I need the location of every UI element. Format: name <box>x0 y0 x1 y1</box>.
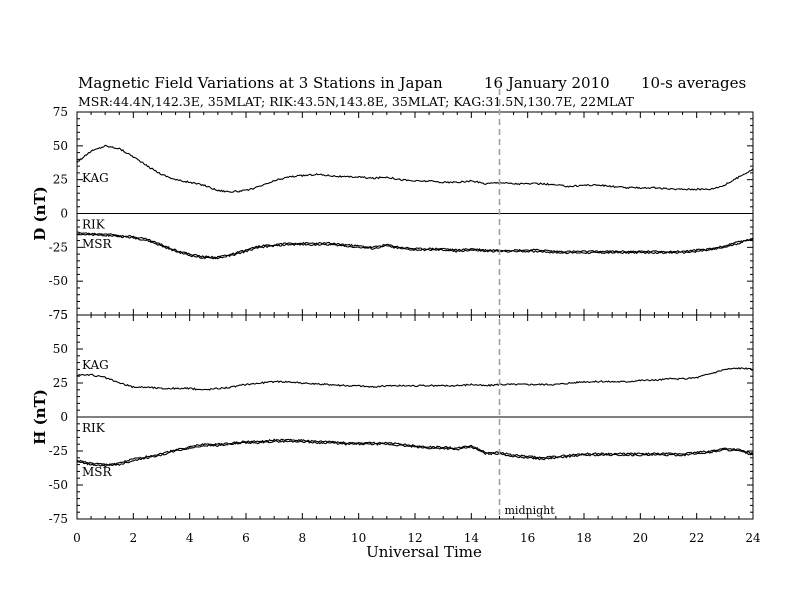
y-axis-label: H (nT) <box>31 389 49 445</box>
y-tick-label: 25 <box>53 173 68 187</box>
y-tick-label: -50 <box>49 274 68 288</box>
stations-line: MSR:44.4N,142.3E, 35MLAT; RIK:43.5N,143.… <box>78 94 635 109</box>
chart-averaging: 10-s averages <box>641 74 746 92</box>
chart-date: 16 January 2010 <box>484 74 610 92</box>
panels-group: 75 50 25 0 -25 -50 -75 D (nT) KAG RIK MSR 75 50 25 0 -2… <box>31 89 761 545</box>
y-tick-label: 75 <box>53 105 68 119</box>
series-line-rik <box>77 231 754 259</box>
x-axis-label: Universal Time <box>366 543 482 561</box>
x-tick-label: 22 <box>689 531 704 545</box>
y-tick-label: -50 <box>49 478 68 492</box>
series-line-kag <box>76 366 754 391</box>
y-tick-label: 25 <box>53 376 68 390</box>
station-label-msr: MSR <box>82 465 113 479</box>
y-tick-label: 75 <box>53 308 68 322</box>
station-label-rik: RIK <box>82 421 106 435</box>
series-line-rik <box>76 438 754 466</box>
y-tick-label: 50 <box>53 342 68 356</box>
y-tick-label: 0 <box>60 410 68 424</box>
y-tick-label: 50 <box>53 139 68 153</box>
series-line-kag <box>76 144 754 193</box>
x-tick-label: 24 <box>745 531 761 545</box>
y-tick-label: -25 <box>49 444 68 458</box>
y-tick-label: -75 <box>49 512 68 526</box>
y-axis-label: D (nT) <box>31 186 49 241</box>
series-line-msr <box>76 440 754 468</box>
x-tick-label: 16 <box>520 531 535 545</box>
x-tick-label: 20 <box>633 531 648 545</box>
station-label-kag: KAG <box>82 171 109 185</box>
series-line-msr <box>76 233 754 260</box>
y-tick-label: -25 <box>49 240 68 254</box>
x-tick-label: 10 <box>351 531 366 545</box>
x-tick-label: 18 <box>576 531 591 545</box>
station-label-kag: KAG <box>82 358 109 372</box>
x-tick-label: 6 <box>242 531 250 545</box>
y-tick-label: 0 <box>60 207 68 221</box>
chart-title: Magnetic Field Variations at 3 Stations … <box>78 74 443 92</box>
y-tick-label: -75 <box>49 308 68 322</box>
x-tick-label: 8 <box>299 531 307 545</box>
station-label-rik: RIK <box>82 218 106 232</box>
x-tick-label: 2 <box>130 531 138 545</box>
midnight-marker-label: midnight <box>505 504 556 517</box>
x-tick-label: 14 <box>464 531 480 545</box>
x-tick-label: 4 <box>186 531 194 545</box>
x-tick-label: 12 <box>407 531 422 545</box>
x-tick-label: 0 <box>73 531 81 545</box>
station-label-msr: MSR <box>82 237 113 251</box>
